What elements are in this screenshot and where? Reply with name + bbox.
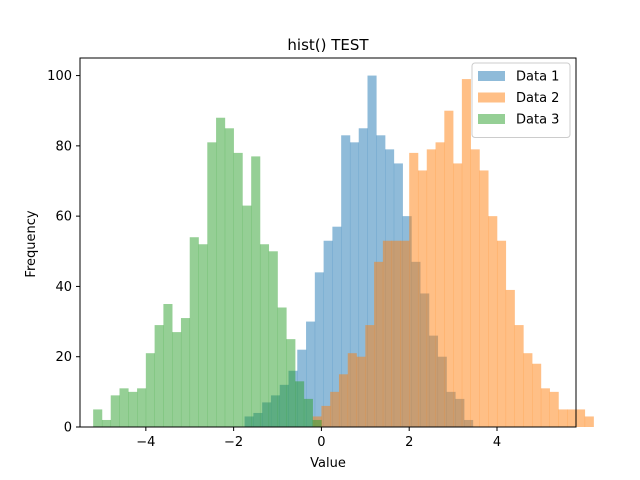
bar <box>110 395 120 427</box>
y-tick-label: 40 <box>55 280 72 295</box>
chart-title: hist() TEST <box>287 36 369 54</box>
bar <box>505 289 515 427</box>
bar <box>347 353 357 427</box>
bar <box>367 75 377 427</box>
bar <box>558 409 568 427</box>
bar <box>365 325 375 427</box>
bar <box>323 240 333 427</box>
series-2-bars <box>312 79 594 428</box>
bar <box>435 142 445 427</box>
bar <box>119 388 129 427</box>
bar <box>180 318 191 427</box>
bar <box>224 128 234 428</box>
bar <box>358 128 368 428</box>
x-tick-label: 2 <box>405 435 413 450</box>
y-tick-label: 100 <box>47 69 72 84</box>
bar <box>295 381 305 427</box>
histogram-bars <box>93 75 594 428</box>
x-tick-label: −4 <box>136 435 155 450</box>
bar <box>137 388 147 427</box>
bar <box>163 304 173 427</box>
bar <box>444 110 454 428</box>
plot-frame <box>79 57 577 428</box>
bar <box>409 152 419 427</box>
legend-swatch <box>478 92 505 103</box>
bar <box>242 205 252 427</box>
bar <box>514 325 524 427</box>
x-tick-label: 0 <box>317 435 325 450</box>
bar <box>321 405 331 427</box>
legend-label: Data 3 <box>516 113 559 128</box>
bar <box>488 216 498 427</box>
bar <box>426 149 436 427</box>
bar <box>189 237 199 427</box>
bar <box>216 117 226 428</box>
bar <box>286 339 296 427</box>
bar <box>101 419 112 427</box>
bar <box>496 240 507 427</box>
bar <box>314 272 324 427</box>
bar <box>341 135 351 427</box>
bar <box>532 363 542 427</box>
bar <box>461 79 471 427</box>
bar <box>259 244 270 427</box>
bar <box>382 240 392 427</box>
bar <box>251 156 261 427</box>
bar <box>567 409 577 427</box>
legend-label: Data 1 <box>516 70 559 85</box>
y-tick-label: 60 <box>55 210 72 225</box>
series-3-bars <box>93 117 322 428</box>
bar <box>584 416 594 427</box>
bar <box>338 374 349 427</box>
bar <box>268 251 278 427</box>
bar <box>356 356 366 427</box>
bar <box>400 240 410 427</box>
x-tick-label: −2 <box>224 435 243 450</box>
legend-label: Data 2 <box>516 91 559 106</box>
legend-swatch <box>478 114 505 124</box>
y-axis-label: Frequency <box>24 210 39 277</box>
bar <box>207 142 217 427</box>
bar <box>417 170 428 427</box>
bar <box>349 142 360 427</box>
bar <box>128 391 138 427</box>
y-tick-label: 80 <box>55 139 72 154</box>
bar <box>374 261 384 427</box>
bar <box>233 152 243 427</box>
bar <box>303 398 313 427</box>
bar <box>154 325 164 427</box>
bar <box>93 409 103 427</box>
bar <box>479 170 489 427</box>
bar <box>453 163 463 427</box>
bar <box>306 321 316 427</box>
bar <box>523 353 533 427</box>
y-tick-label: 20 <box>55 350 72 365</box>
bar <box>391 240 401 427</box>
bar <box>172 332 182 427</box>
bar <box>540 388 550 427</box>
y-tick-label: 0 <box>64 421 72 436</box>
bar <box>332 226 342 427</box>
bar <box>330 391 340 427</box>
bar <box>549 391 559 427</box>
bar <box>145 353 155 427</box>
legend: Data 1 Data 2 Data 3 <box>471 62 571 138</box>
x-tick-label: 4 <box>493 435 501 450</box>
legend-swatch <box>478 71 505 81</box>
axes <box>79 57 577 428</box>
bar <box>277 307 287 427</box>
x-axis-label: Value <box>310 456 346 471</box>
bar <box>576 409 586 427</box>
bar <box>198 244 208 427</box>
bar <box>470 149 480 427</box>
bar <box>312 419 322 427</box>
